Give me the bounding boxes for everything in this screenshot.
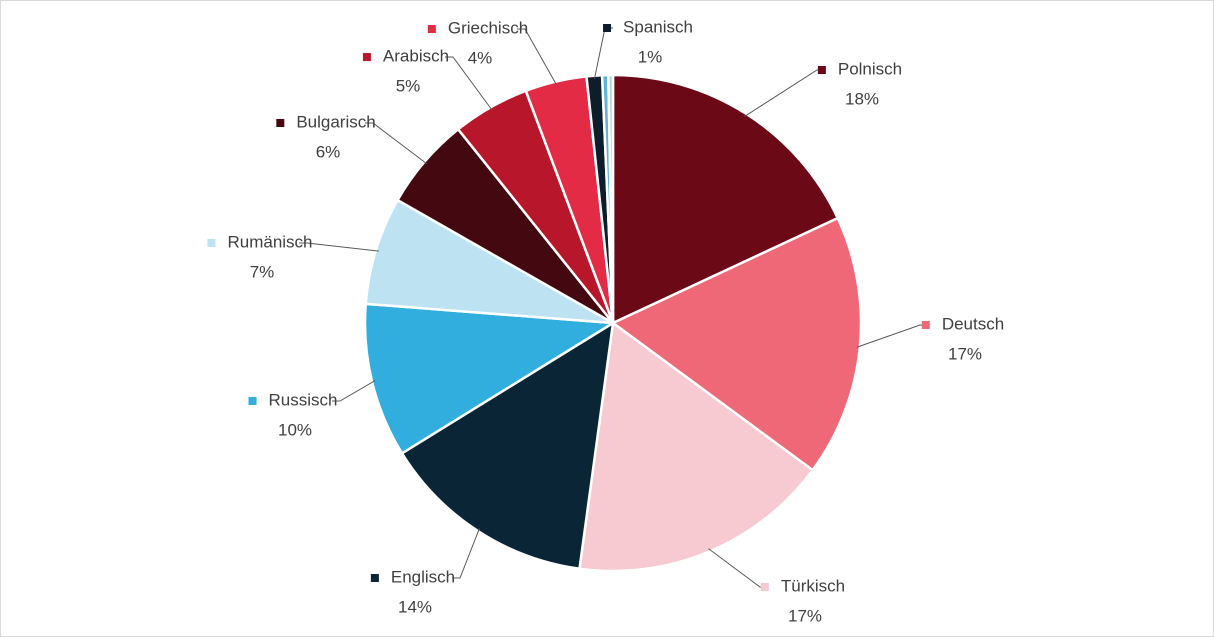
data-label-name: Deutsch	[942, 314, 1004, 333]
data-label-value: 4%	[468, 48, 493, 67]
data-label-name: Rumänisch	[227, 232, 312, 251]
leader-line	[299, 242, 379, 252]
data-label-value: 5%	[396, 76, 421, 95]
data-label-value: 10%	[278, 420, 312, 439]
data-label-name: Türkisch	[781, 576, 845, 595]
pie-slice	[611, 73, 840, 325]
legend-swatch	[603, 24, 612, 32]
data-label-name: Spanisch	[623, 17, 693, 36]
data-label-name: Polnisch	[838, 59, 902, 78]
legend-swatch	[760, 583, 769, 591]
legend-swatch	[276, 119, 285, 127]
leader-line	[517, 28, 557, 85]
data-label-name: Griechisch	[448, 18, 528, 37]
data-label-value: 14%	[398, 597, 432, 616]
pie-slice	[364, 198, 614, 325]
pie-slice	[610, 216, 863, 472]
data-label-value: 6%	[316, 142, 341, 161]
data-label-value: 18%	[845, 89, 879, 108]
legend-swatch	[817, 66, 826, 74]
data-label-name: Arabisch	[383, 46, 449, 65]
leader-line	[452, 528, 480, 579]
leader-line	[332, 380, 376, 402]
legend-swatch	[427, 25, 436, 33]
legend-swatch	[370, 574, 379, 582]
legend-swatch	[207, 239, 216, 247]
data-label-name: Russisch	[269, 390, 338, 409]
data-label-value: 17%	[948, 344, 982, 363]
pie-slice	[607, 73, 615, 324]
data-label-value: 1%	[638, 47, 663, 66]
pie-slice	[578, 320, 815, 573]
data-label-name: Bulgarisch	[296, 112, 375, 131]
data-label-value: 7%	[250, 262, 275, 281]
leader-line	[445, 56, 493, 111]
pie-slice	[400, 320, 615, 571]
legend-swatch	[248, 397, 257, 405]
data-label-name: Englisch	[391, 567, 455, 586]
legend-swatch	[362, 53, 371, 61]
legend-swatch	[921, 321, 930, 329]
leader-line	[365, 122, 428, 165]
pie-slice	[363, 302, 617, 455]
data-label-value: 17%	[788, 606, 822, 625]
